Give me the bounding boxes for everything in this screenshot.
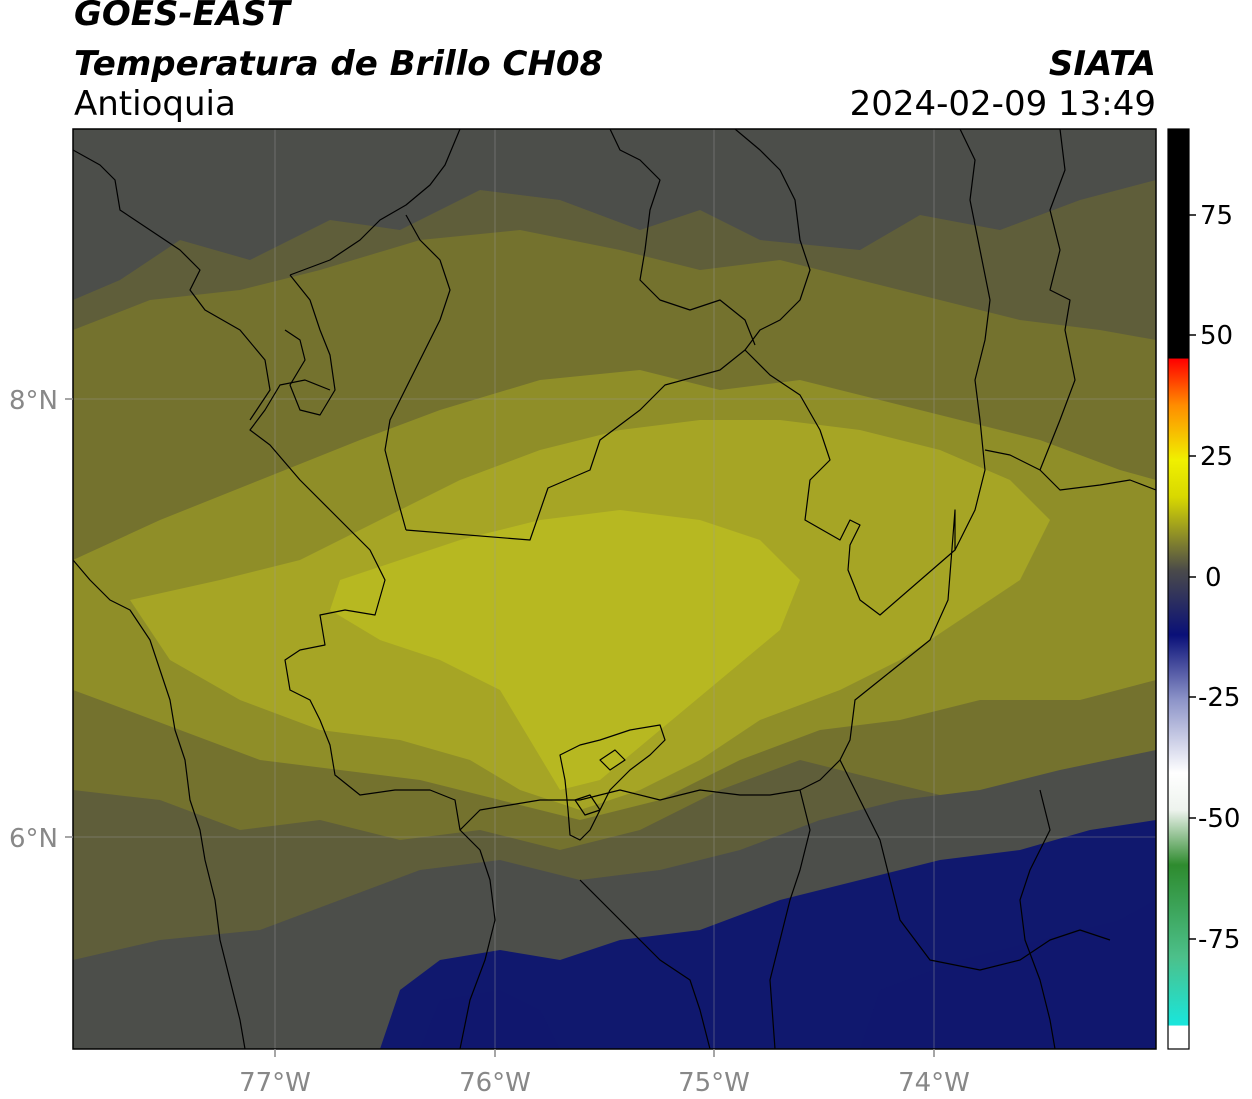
lon-label: 75°W: [678, 1068, 750, 1098]
region-title: Antioquia: [74, 84, 236, 124]
field-band-grey-north: [73, 129, 1156, 300]
east-border-2: [1039, 129, 1076, 471]
colorbar-tick-label: -25: [1198, 683, 1240, 713]
south-border-2: [769, 789, 811, 1049]
bolivar-border: [734, 129, 811, 351]
datetime-title: 2024-02-09 13:49: [849, 84, 1156, 124]
colorbar: 75 50 25 0 -25 -50 -75: [1167, 128, 1240, 1050]
satellite-title: GOES-EAST: [74, 0, 290, 34]
east-border: [984, 449, 1156, 491]
antioquia-boundary: [249, 349, 956, 831]
caldas-border: [459, 829, 496, 1049]
panama-border: [73, 149, 271, 421]
south-border-4: [1019, 789, 1056, 1049]
pacific-coast: [73, 559, 246, 1049]
lon-label: 77°W: [239, 1068, 311, 1098]
santander-border: [954, 129, 991, 551]
valle-aburra-municipalities: [559, 724, 666, 841]
south-border-1: [579, 879, 711, 1049]
south-border-3: [839, 759, 1111, 971]
field-band-yellow: [330, 510, 800, 790]
colorbar-tick-label: 25: [1200, 442, 1233, 472]
lat-label: 8°N: [9, 386, 58, 416]
product-title: Temperatura de Brillo CH08: [74, 44, 604, 84]
cordoba-border: [384, 214, 451, 531]
lat-label: 6°N: [9, 824, 58, 854]
lat-axis: 8°N 6°N: [9, 386, 73, 854]
lon-axis: 77°W 76°W 75°W 74°W: [239, 1049, 970, 1098]
coastline-uraba: [284, 274, 336, 416]
colorbar-tick-label: 75: [1200, 201, 1233, 231]
map-frame: [72, 128, 1157, 1050]
colorbar-tick-label: -50: [1198, 804, 1240, 834]
lon-label: 76°W: [459, 1068, 531, 1098]
colorbar-tick-label: -75: [1198, 925, 1240, 955]
field-band-navy-core: [420, 900, 1156, 1049]
gridlines: [73, 129, 1156, 1049]
sucre-border: [609, 129, 756, 346]
colorbar-tick-label: 0: [1205, 563, 1222, 593]
atlantic-coast: [289, 129, 461, 276]
organization-title: SIATA: [1048, 44, 1156, 84]
colorbar-tick-label: 50: [1200, 321, 1233, 351]
brightness-temperature-field: [73, 129, 1156, 1049]
lon-label: 74°W: [898, 1068, 970, 1098]
colorbar-scale: [1167, 128, 1190, 1050]
boundary-lines: [73, 129, 1156, 1049]
